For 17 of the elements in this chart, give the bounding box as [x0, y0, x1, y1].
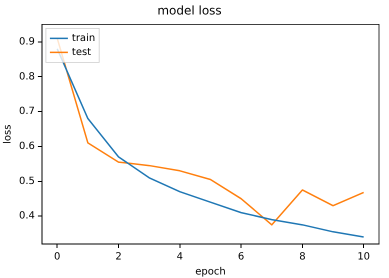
y-tick-label: 0.7	[18, 106, 35, 118]
x-tick-label: 2	[115, 252, 122, 263]
legend-label: test	[72, 46, 92, 58]
y-tick-label: 0.5	[18, 176, 35, 187]
y-tick-label: 0.6	[18, 140, 35, 152]
y-tick-label: 0.9	[18, 36, 35, 48]
legend-label: train	[72, 32, 96, 44]
x-axis-title: epoch	[195, 266, 226, 278]
x-tick-label: 6	[238, 252, 244, 263]
y-tick-label: 0.8	[18, 71, 35, 82]
x-tick-label: 10	[357, 252, 370, 263]
y-tick-label: 0.4	[18, 210, 35, 222]
x-tick-label: 0	[54, 252, 60, 263]
x-tick-label: 4	[176, 252, 183, 263]
x-tick-label: 8	[299, 252, 306, 263]
y-axis-title: loss	[2, 124, 14, 144]
chart-title: model loss	[157, 3, 222, 18]
